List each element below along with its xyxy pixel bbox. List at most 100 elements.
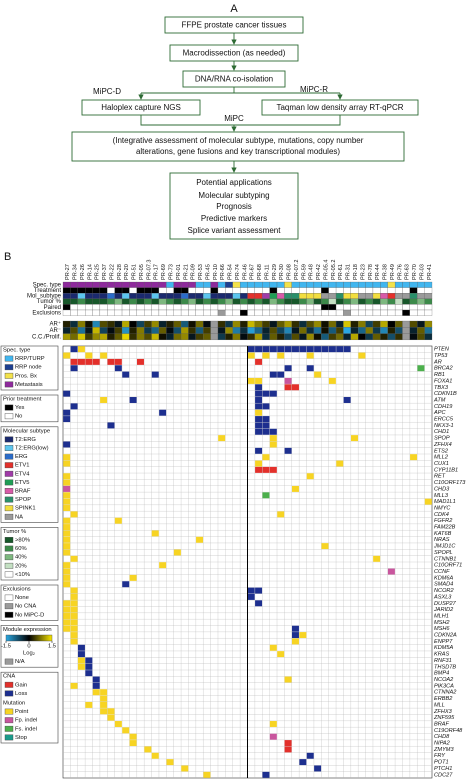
module-cell xyxy=(350,320,359,328)
annotation-cell xyxy=(358,298,366,305)
legend-swatch xyxy=(4,717,14,724)
annotation-cell xyxy=(284,298,292,305)
module-cell xyxy=(358,327,366,334)
gene-label: MLL3 xyxy=(434,493,449,499)
annotation-cell xyxy=(144,298,152,305)
annotation-cell xyxy=(291,287,300,294)
alteration-cell xyxy=(100,708,108,715)
annotation-cell xyxy=(321,281,329,288)
annotation-cell xyxy=(85,287,93,294)
alteration-cell xyxy=(255,416,263,423)
legend-label: Yes xyxy=(15,405,25,411)
annotation-cell xyxy=(114,293,123,299)
legend-swatch xyxy=(4,690,14,697)
alteration-cell xyxy=(255,428,263,435)
module-cell xyxy=(188,320,196,328)
alteration-cell xyxy=(262,422,270,429)
module-cell xyxy=(247,327,256,334)
alteration-cell xyxy=(137,358,144,365)
alteration-cell xyxy=(129,574,137,581)
legend-label: RRP node xyxy=(15,365,42,371)
annotation-cell xyxy=(114,298,123,305)
annotation-cell xyxy=(232,281,241,288)
alteration-cell xyxy=(306,352,314,359)
annotation-cell xyxy=(166,304,174,311)
annotation-cell xyxy=(180,281,189,288)
annotation-cell xyxy=(394,309,403,316)
legend-box xyxy=(0,625,59,668)
module-cell xyxy=(402,320,410,328)
annotation-cell xyxy=(136,309,145,316)
alteration-cell xyxy=(63,530,71,537)
gene-label: SPOP xyxy=(434,436,450,442)
annotation-cell xyxy=(99,309,108,316)
alteration-cell xyxy=(284,740,292,747)
gene-label: ERBB2 xyxy=(434,696,453,702)
annotation-cell xyxy=(328,298,337,305)
annotation-cell xyxy=(151,298,160,305)
annotation-cell xyxy=(417,309,425,316)
module-cell xyxy=(291,327,300,334)
alteration-cell xyxy=(203,771,211,778)
annotation-cell xyxy=(129,293,137,299)
annotation-cell xyxy=(232,293,241,299)
annotation-cell xyxy=(92,298,101,305)
annotation-cell xyxy=(365,281,374,288)
module-cell xyxy=(343,333,351,341)
module-cell xyxy=(166,333,174,341)
gene-label: AR xyxy=(433,359,442,365)
annotation-cell xyxy=(262,287,270,294)
legend-swatch xyxy=(4,404,14,411)
colorbar-tick-label: -1.5 xyxy=(1,644,11,650)
alteration-cell xyxy=(255,346,263,353)
module-cell xyxy=(180,327,189,334)
alteration-cell xyxy=(328,346,336,353)
gene-label: CDC27 xyxy=(434,772,453,778)
annotation-cell xyxy=(203,281,211,288)
annotation-cell xyxy=(284,287,292,294)
gene-label: CDK4 xyxy=(434,512,449,518)
gene-label: CHD3 xyxy=(434,486,450,492)
annotation-cell xyxy=(232,304,241,311)
module-cell xyxy=(313,333,322,341)
alteration-cell xyxy=(70,625,78,632)
annotation-cell xyxy=(232,287,241,294)
module-cell xyxy=(262,320,270,328)
annotation-cell xyxy=(276,293,285,299)
alteration-cell xyxy=(63,473,71,480)
annotation-cell xyxy=(335,293,344,299)
alteration-cell xyxy=(100,701,108,708)
annotation-cell xyxy=(328,309,337,316)
annotation-cell xyxy=(306,298,315,305)
alteration-cell xyxy=(63,625,71,632)
annotation-cell xyxy=(158,293,167,299)
annotation-cell xyxy=(299,293,307,299)
annotation-cell xyxy=(173,309,182,316)
alteration-cell xyxy=(63,619,71,626)
annotation-cell xyxy=(372,287,381,294)
alteration-cell xyxy=(291,632,299,639)
legend-label: ETV5 xyxy=(15,480,30,486)
annotation-cell xyxy=(350,281,359,288)
alteration-cell xyxy=(173,549,181,556)
module-cell xyxy=(380,320,388,328)
legend-swatch xyxy=(4,488,14,494)
alteration-cell xyxy=(255,377,263,384)
alteration-cell xyxy=(151,371,159,378)
annotation-cell xyxy=(276,281,285,288)
annotation-cell xyxy=(350,298,359,305)
gene-label: CHD8 xyxy=(434,734,450,740)
legend-box xyxy=(0,671,59,744)
module-cell xyxy=(372,333,381,341)
alteration-cell xyxy=(63,581,71,588)
alteration-cell xyxy=(314,371,322,378)
alteration-cell xyxy=(122,371,130,378)
annotation-cell xyxy=(402,304,410,311)
legend-label: RRP/TURP xyxy=(15,356,45,362)
module-cell xyxy=(276,333,285,341)
alteration-cell xyxy=(85,352,93,359)
module-cell xyxy=(203,327,211,334)
alteration-cell xyxy=(262,390,270,397)
alteration-cell xyxy=(255,600,263,607)
annotation-cell xyxy=(144,293,152,299)
